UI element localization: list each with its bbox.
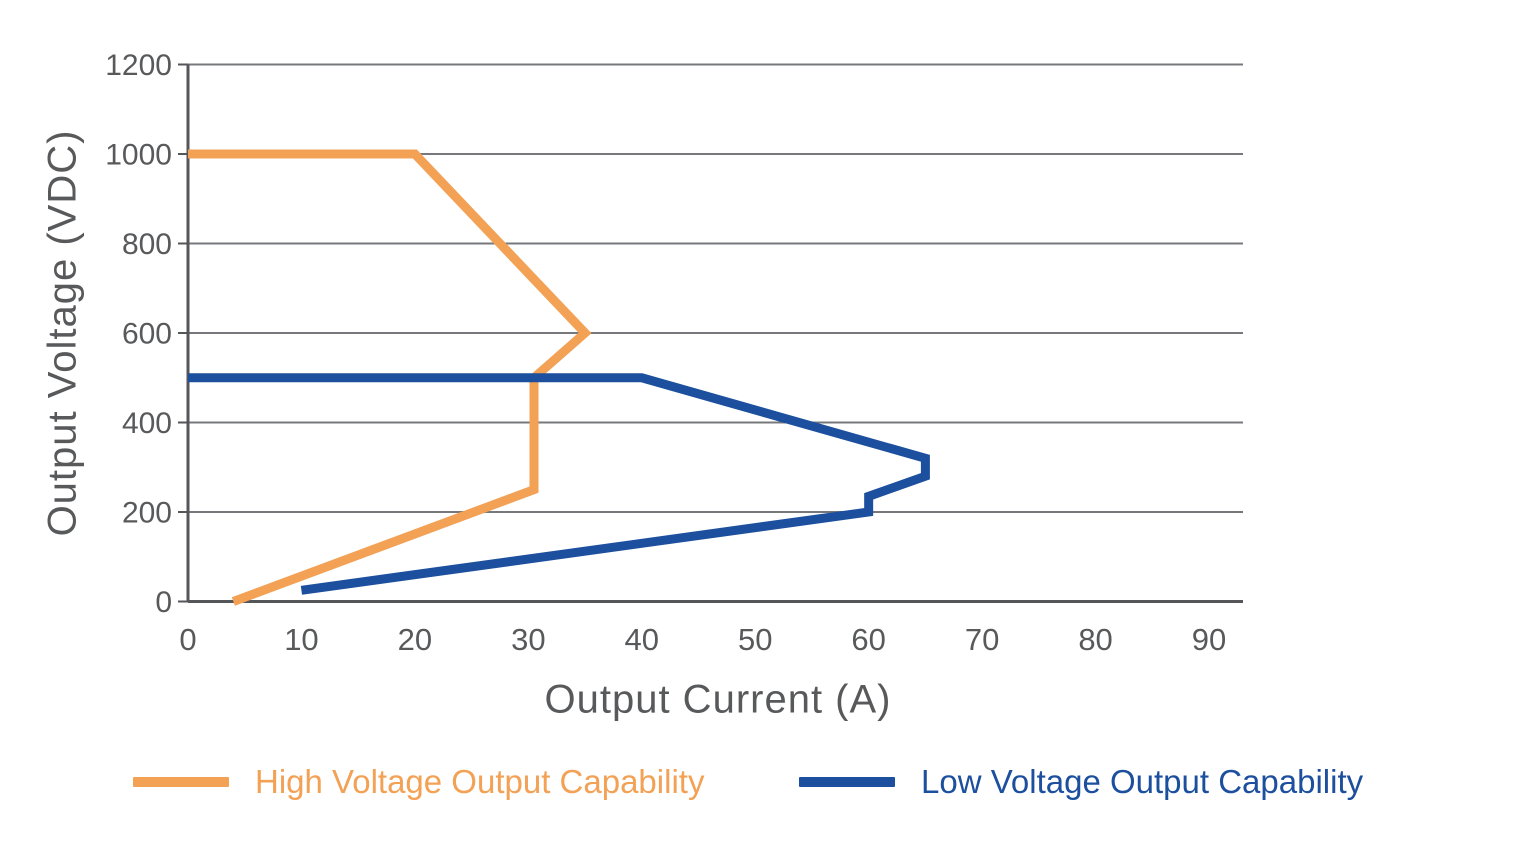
x-tick-label: 0: [179, 622, 196, 657]
legend: High Voltage Output Capability Low Volta…: [0, 762, 1534, 802]
y-tick-label: 400: [122, 407, 172, 440]
series-line-high-voltage-output-capability: [188, 149, 592, 606]
high-voltage-line-swatch: [133, 777, 229, 787]
x-tick-label: 60: [851, 622, 885, 657]
series-line-low-voltage-output-capability: [188, 373, 930, 595]
x-tick-label: 50: [738, 622, 772, 657]
x-tick-label: 30: [511, 622, 545, 657]
y-axis-title: Output Voltage (VDC): [40, 129, 85, 537]
y-tick-label: 600: [122, 318, 172, 351]
y-tick-label: 0: [155, 586, 172, 619]
x-tick-label: 40: [625, 622, 659, 657]
x-tick-label: 80: [1078, 622, 1112, 657]
x-tick-label: 20: [398, 622, 432, 657]
y-tick-label: 800: [122, 228, 172, 261]
legend-item-low-voltage: Low Voltage Output Capability: [799, 762, 1363, 802]
y-tick-label: 1000: [105, 139, 172, 172]
x-axis-title: Output Current (A): [544, 677, 892, 722]
x-tick-label: 10: [284, 622, 318, 657]
x-tick-label: 70: [965, 622, 999, 657]
low-voltage-line-swatch: [799, 777, 895, 787]
x-tick-label: 90: [1192, 622, 1226, 657]
y-tick-label: 200: [122, 497, 172, 530]
legend-label-high-voltage: High Voltage Output Capability: [255, 763, 705, 800]
legend-label-low-voltage: Low Voltage Output Capability: [921, 763, 1364, 800]
legend-item-high-voltage: High Voltage Output Capability: [133, 762, 704, 802]
y-tick-label: 1200: [105, 49, 172, 82]
